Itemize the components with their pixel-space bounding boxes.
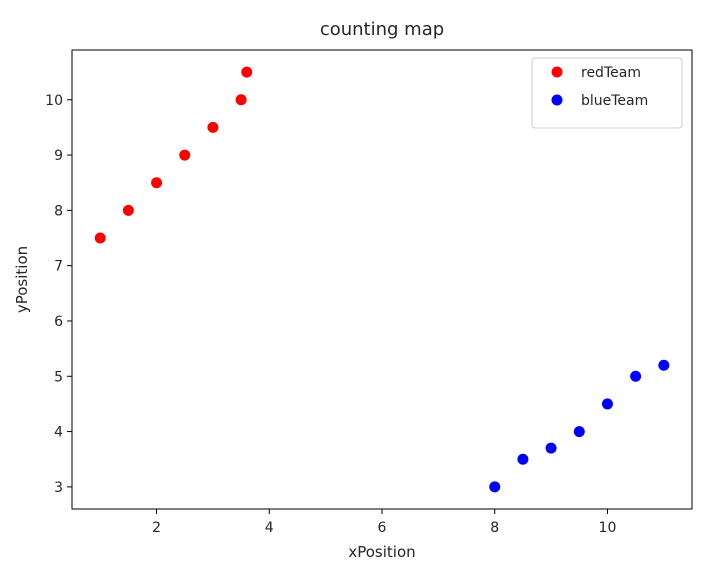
legend-box [531,57,683,129]
legend-marker-blueTeam [551,94,563,106]
x-tick-label: 10 [599,520,617,536]
legend-marker-redTeam [551,66,563,78]
data-point-blueTeam [658,359,670,371]
data-point-redTeam [207,121,219,133]
data-point-blueTeam [517,453,529,465]
chart-title: counting map [320,19,444,40]
data-point-redTeam [122,204,134,216]
y-tick-label: 4 [54,425,63,441]
x-tick-label: 6 [378,520,387,536]
legend-label-blueTeam: blueTeam [581,93,648,109]
legend-label-redTeam: redTeam [581,65,641,81]
data-point-redTeam [179,149,191,161]
y-tick-label: 8 [54,203,63,219]
data-point-blueTeam [489,481,501,493]
y-axis-ticks: 3 4 5 6 7 8 9 10 [45,93,72,496]
data-points [94,66,670,493]
data-point-redTeam [151,177,163,189]
data-point-blueTeam [630,370,642,382]
x-axis-ticks: 2 4 6 8 10 [152,509,616,536]
legend: redTeam blueTeam [531,57,683,129]
x-axis-label: xPosition [348,543,415,561]
x-tick-label: 4 [265,520,274,536]
y-tick-label: 9 [54,148,63,164]
data-point-blueTeam [573,426,585,438]
y-tick-label: 3 [54,480,63,496]
data-point-blueTeam [601,398,613,410]
data-point-redTeam [94,232,106,244]
plot-frame [71,49,693,510]
y-tick-label: 7 [54,259,63,275]
y-tick-label: 5 [54,369,63,385]
data-point-blueTeam [545,442,557,454]
y-tick-label: 10 [45,93,63,109]
x-tick-label: 2 [152,520,161,536]
data-point-redTeam [241,66,253,78]
y-axis-label: yPosition [13,246,31,313]
x-tick-label: 8 [490,520,499,536]
data-point-redTeam [235,94,247,106]
y-tick-label: 6 [54,314,63,330]
